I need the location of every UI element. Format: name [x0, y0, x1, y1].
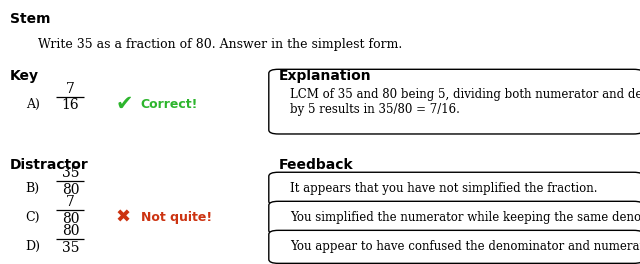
Text: 80: 80 [61, 224, 79, 238]
Text: 7: 7 [66, 82, 75, 96]
Text: It appears that you have not simplified the fraction.: It appears that you have not simplified … [290, 182, 597, 195]
Text: ✖: ✖ [115, 209, 131, 227]
Text: A): A) [26, 98, 40, 111]
Text: C): C) [26, 211, 40, 224]
Text: You appear to have confused the denominator and numerator.: You appear to have confused the denomina… [290, 240, 640, 253]
Text: 80: 80 [61, 183, 79, 197]
FancyBboxPatch shape [269, 230, 640, 263]
FancyBboxPatch shape [269, 172, 640, 205]
FancyBboxPatch shape [269, 69, 640, 134]
Text: Explanation: Explanation [278, 69, 371, 83]
Text: Stem: Stem [10, 12, 50, 26]
Text: 35: 35 [61, 166, 79, 180]
Text: D): D) [26, 240, 40, 253]
Text: Not quite!: Not quite! [141, 211, 212, 224]
Text: B): B) [26, 182, 40, 195]
Text: Feedback: Feedback [278, 158, 353, 172]
Text: You simplified the numerator while keeping the same denominator.: You simplified the numerator while keepi… [290, 211, 640, 224]
Text: LCM of 35 and 80 being 5, dividing both numerator and denominator
by 5 results i: LCM of 35 and 80 being 5, dividing both … [290, 88, 640, 116]
Text: 7: 7 [66, 195, 75, 209]
Text: 16: 16 [61, 98, 79, 112]
Text: 35: 35 [61, 241, 79, 255]
Text: 80: 80 [61, 212, 79, 226]
Text: Distractor: Distractor [10, 158, 88, 172]
Text: Write 35 as a fraction of 80. Answer in the simplest form.: Write 35 as a fraction of 80. Answer in … [38, 38, 403, 51]
Text: Key: Key [10, 69, 38, 83]
Text: ✔: ✔ [115, 94, 132, 114]
Text: Correct!: Correct! [141, 98, 198, 111]
FancyBboxPatch shape [269, 201, 640, 234]
